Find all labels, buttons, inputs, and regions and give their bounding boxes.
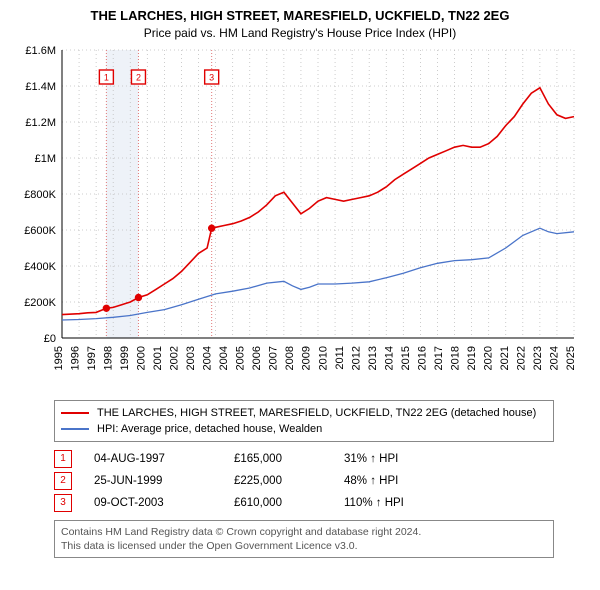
svg-text:£1.6M: £1.6M xyxy=(25,45,56,57)
svg-text:2002: 2002 xyxy=(169,346,181,370)
svg-text:2022: 2022 xyxy=(515,346,527,370)
svg-text:2025: 2025 xyxy=(565,346,577,370)
sale-date: 04-AUG-1997 xyxy=(94,453,234,465)
svg-text:2017: 2017 xyxy=(433,346,445,370)
svg-text:2016: 2016 xyxy=(416,346,428,370)
svg-text:3: 3 xyxy=(209,72,214,82)
svg-text:£1.4M: £1.4M xyxy=(25,81,56,93)
chart-subtitle: Price paid vs. HM Land Registry's House … xyxy=(10,26,590,40)
svg-text:2007: 2007 xyxy=(268,346,280,370)
svg-text:1997: 1997 xyxy=(86,346,98,370)
sale-price: £610,000 xyxy=(234,497,344,509)
svg-text:2019: 2019 xyxy=(466,346,478,370)
line-chart-svg: 1 2 3 £0 £200K £400K £600K £800K £1M £1.2M £1.4M £1… xyxy=(10,44,590,394)
sale-badge: 1 xyxy=(54,450,72,468)
chart-legend: THE LARCHES, HIGH STREET, MARESFIELD, UC… xyxy=(54,400,554,442)
svg-text:£600K: £600K xyxy=(24,225,56,237)
svg-text:£200K: £200K xyxy=(24,297,56,309)
chart-title: THE LARCHES, HIGH STREET, MARESFIELD, UC… xyxy=(10,8,590,24)
sale-date: 25-JUN-1999 xyxy=(94,475,234,487)
svg-text:1998: 1998 xyxy=(103,346,115,370)
sales-list: 1 04-AUG-1997£165,00031% ↑ HPI 2 25-JUN-199… xyxy=(54,450,554,512)
svg-text:2018: 2018 xyxy=(449,346,461,370)
svg-text:2013: 2013 xyxy=(367,346,379,370)
legend-label: HPI: Average price, detached house, Weal… xyxy=(97,423,322,435)
svg-text:£1M: £1M xyxy=(35,153,56,165)
svg-text:2008: 2008 xyxy=(284,346,296,370)
sale-row: 2 25-JUN-1999£225,00048% ↑ HPI xyxy=(54,472,554,490)
sale-date: 09-OCT-2003 xyxy=(94,497,234,509)
svg-text:1996: 1996 xyxy=(70,346,82,370)
legend-swatch xyxy=(61,412,89,414)
svg-text:2012: 2012 xyxy=(350,346,362,370)
attribution-line-1: Contains HM Land Registry data © Crown c… xyxy=(61,525,547,539)
sale-diff: 31% ↑ HPI xyxy=(344,453,398,465)
chart-plot-area: 1 2 3 £0 £200K £400K £600K £800K £1M £1.2M £1.4M £1… xyxy=(10,44,590,394)
sale-badge: 3 xyxy=(54,494,72,512)
svg-text:2000: 2000 xyxy=(136,346,148,370)
svg-text:1995: 1995 xyxy=(53,346,65,370)
svg-text:2001: 2001 xyxy=(152,346,164,370)
svg-text:2004: 2004 xyxy=(202,346,214,370)
sale-price: £225,000 xyxy=(234,475,344,487)
svg-text:£800K: £800K xyxy=(24,189,56,201)
svg-text:2014: 2014 xyxy=(383,346,395,370)
svg-text:2010: 2010 xyxy=(317,346,329,370)
svg-text:2005: 2005 xyxy=(235,346,247,370)
svg-text:2024: 2024 xyxy=(548,346,560,370)
svg-text:2023: 2023 xyxy=(532,346,544,370)
svg-text:2011: 2011 xyxy=(334,346,346,370)
svg-text:1999: 1999 xyxy=(119,346,131,370)
sale-diff: 110% ↑ HPI xyxy=(344,497,404,509)
legend-swatch xyxy=(61,428,89,430)
sale-diff: 48% ↑ HPI xyxy=(344,475,398,487)
legend-item: HPI: Average price, detached house, Weal… xyxy=(61,421,547,437)
sale-price: £165,000 xyxy=(234,453,344,465)
svg-text:2020: 2020 xyxy=(482,346,494,370)
svg-text:2015: 2015 xyxy=(400,346,412,370)
svg-text:2: 2 xyxy=(136,72,141,82)
legend-label: THE LARCHES, HIGH STREET, MARESFIELD, UC… xyxy=(97,407,536,419)
sale-row: 3 09-OCT-2003£610,000110% ↑ HPI xyxy=(54,494,554,512)
sale-row: 1 04-AUG-1997£165,00031% ↑ HPI xyxy=(54,450,554,468)
svg-text:£1.2M: £1.2M xyxy=(25,117,56,129)
svg-text:2004: 2004 xyxy=(218,346,230,370)
chart-container: THE LARCHES, HIGH STREET, MARESFIELD, UC… xyxy=(0,0,600,590)
svg-text:2003: 2003 xyxy=(185,346,197,370)
svg-text:2009: 2009 xyxy=(301,346,313,370)
svg-text:2006: 2006 xyxy=(251,346,263,370)
svg-text:£400K: £400K xyxy=(24,261,56,273)
svg-text:2021: 2021 xyxy=(499,346,511,370)
svg-text:£0: £0 xyxy=(44,333,56,345)
attribution-box: Contains HM Land Registry data © Crown c… xyxy=(54,520,554,558)
attribution-line-2: This data is licensed under the Open Gov… xyxy=(61,539,547,553)
svg-text:1: 1 xyxy=(104,72,109,82)
legend-item: THE LARCHES, HIGH STREET, MARESFIELD, UC… xyxy=(61,405,547,421)
sale-badge: 2 xyxy=(54,472,72,490)
